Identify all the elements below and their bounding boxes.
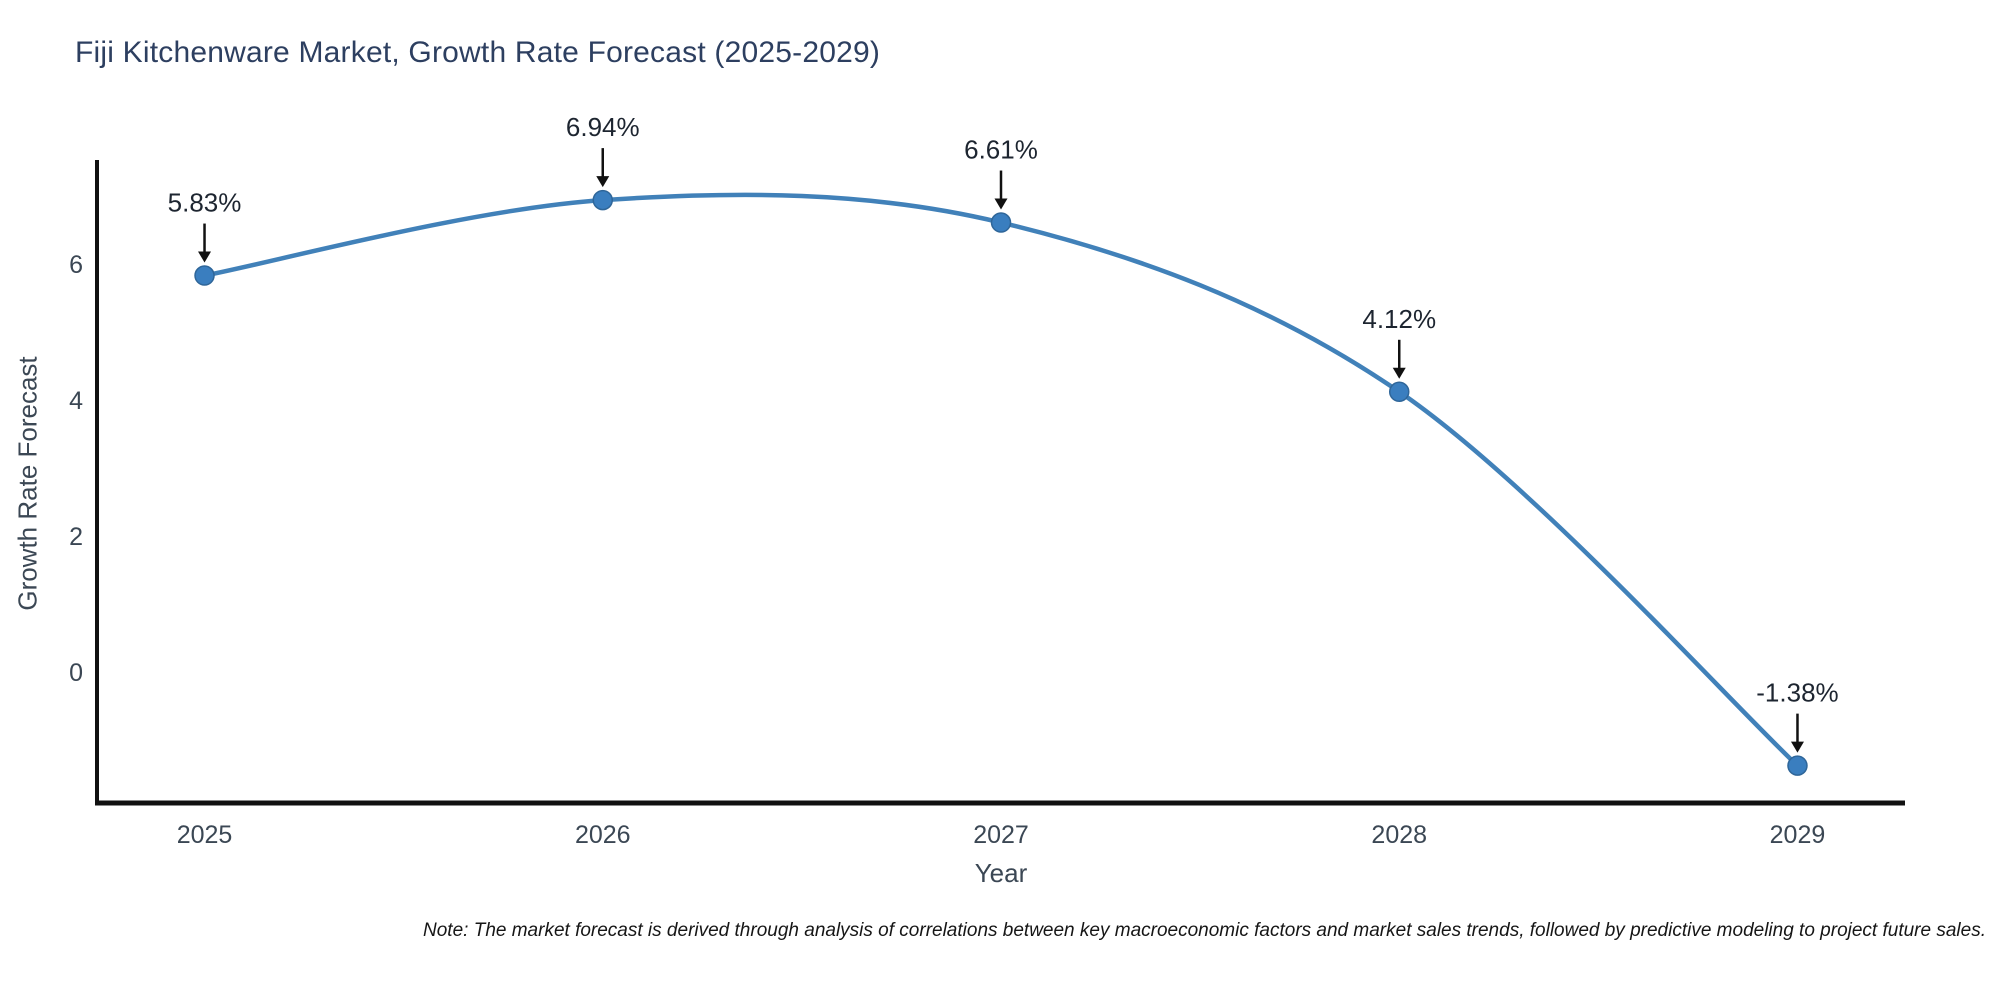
annotation-arrow-head — [198, 251, 212, 263]
annotation-label: 5.83% — [168, 188, 242, 218]
x-axis-title: Year — [974, 858, 1028, 888]
annotation-arrow-head — [596, 176, 610, 188]
annotation-label: 6.94% — [566, 112, 640, 142]
line-series — [202, 192, 1800, 768]
data-point-marker — [1787, 755, 1808, 776]
x-tick-label: 2027 — [973, 821, 1029, 849]
y-tick-label: 0 — [69, 659, 83, 687]
x-tick-label: 2025 — [177, 821, 233, 849]
chart-title: Fiji Kitchenware Market, Growth Rate For… — [75, 36, 881, 69]
x-tick-label: 2029 — [1770, 821, 1826, 849]
footnote: Note: The market forecast is derived thr… — [423, 920, 1986, 941]
data-point-marker — [1388, 381, 1410, 403]
y-tick-label: 2 — [69, 523, 83, 551]
annotation-arrow-head — [1392, 367, 1406, 379]
annotation-arrow-head — [994, 198, 1008, 210]
x-tick-label: 2026 — [575, 821, 631, 849]
y-tick-label: 6 — [69, 251, 83, 279]
data-point-marker — [990, 212, 1012, 233]
annotation-label: 6.61% — [964, 135, 1038, 165]
annotation-label: -1.38% — [1756, 678, 1838, 708]
annotation-label: 4.12% — [1362, 304, 1436, 334]
y-axis-title: Growth Rate Forecast — [12, 356, 43, 611]
annotation-arrow-head — [1790, 741, 1804, 753]
y-tick-label: 4 — [69, 387, 83, 415]
x-tick-label: 2028 — [1371, 821, 1427, 849]
data-point-marker — [194, 265, 215, 286]
data-point-marker — [592, 189, 614, 211]
